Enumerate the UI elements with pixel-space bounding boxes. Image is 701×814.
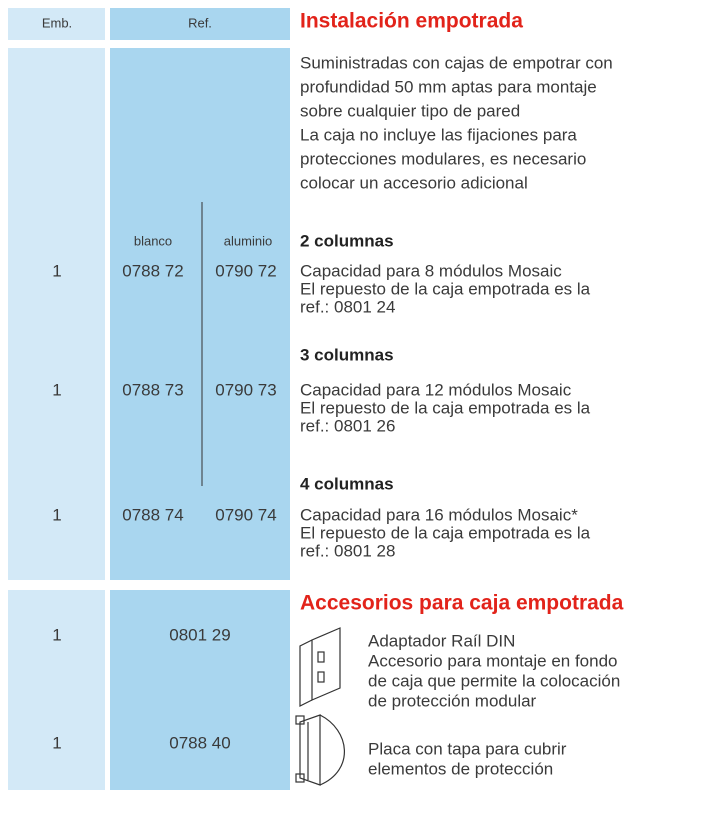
item-text: Capacidad para 12 módulos Mosaic xyxy=(300,380,572,399)
intro-line: La caja no incluye las fijaciones para xyxy=(300,125,577,144)
cover-plate-icon xyxy=(295,714,345,786)
item-text: ref.: 0801 26 xyxy=(300,416,395,435)
ref-value: 0790 72 xyxy=(215,261,276,280)
item-heading: 2 columnas xyxy=(300,231,394,250)
item-text: Capacidad para 8 módulos Mosaic xyxy=(300,261,562,280)
intro-line: Suministradas con cajas de empotrar con xyxy=(300,53,613,72)
ref-column xyxy=(110,590,290,790)
item-text: El repuesto de la caja empotrada es la xyxy=(300,398,591,417)
emb-header: Emb. xyxy=(42,15,72,30)
item-text: elementos de protección xyxy=(368,759,553,778)
item-text: de protección modular xyxy=(368,691,537,710)
item-text: ref.: 0801 28 xyxy=(300,541,395,560)
item-text: Adaptador Raíl DIN xyxy=(368,631,515,650)
intro-line: sobre cualquier tipo de pared xyxy=(300,101,520,120)
emb-value: 1 xyxy=(52,261,61,280)
emb-column xyxy=(8,590,105,790)
column-label: blanco xyxy=(134,233,172,248)
item-text: de caja que permite la colocación xyxy=(368,671,620,690)
ref-value: 0788 72 xyxy=(122,261,183,280)
item-text: Placa con tapa para cubrir xyxy=(368,739,567,758)
emb-value: 1 xyxy=(52,380,61,399)
ref-value: 0788 74 xyxy=(122,505,183,524)
section-title: Accesorios para caja empotrada xyxy=(300,592,624,615)
emb-header-box xyxy=(8,8,105,40)
emb-value: 1 xyxy=(52,733,61,752)
ref-header-box xyxy=(110,8,290,40)
item-text: El repuesto de la caja empotrada es la xyxy=(300,279,591,298)
item-text: ref.: 0801 24 xyxy=(300,297,395,316)
ref-value: 0788 40 xyxy=(169,733,230,752)
ref-header: Ref. xyxy=(188,15,212,30)
item-heading: 4 columnas xyxy=(300,474,394,493)
emb-column xyxy=(8,48,105,580)
item-text: El repuesto de la caja empotrada es la xyxy=(300,523,591,542)
din-rail-icon xyxy=(299,627,341,707)
ref-value: 0788 73 xyxy=(122,380,183,399)
intro-line: protecciones modulares, es necesario xyxy=(300,149,586,168)
intro-line: colocar un accesorio adicional xyxy=(300,173,528,192)
item-text: Capacidad para 16 módulos Mosaic* xyxy=(300,505,578,524)
emb-value: 1 xyxy=(52,505,61,524)
ref-value: 0801 29 xyxy=(169,625,230,644)
intro-line: profundidad 50 mm aptas para montaje xyxy=(300,77,597,96)
emb-value: 1 xyxy=(52,625,61,644)
item-text: Accesorio para montaje en fondo xyxy=(368,651,618,670)
ref-value: 0790 74 xyxy=(215,505,276,524)
ref-value: 0790 73 xyxy=(215,380,276,399)
item-heading: 3 columnas xyxy=(300,345,394,364)
section-title: Instalación empotrada xyxy=(300,10,523,33)
column-label: aluminio xyxy=(224,233,272,248)
ref-column xyxy=(110,48,290,580)
